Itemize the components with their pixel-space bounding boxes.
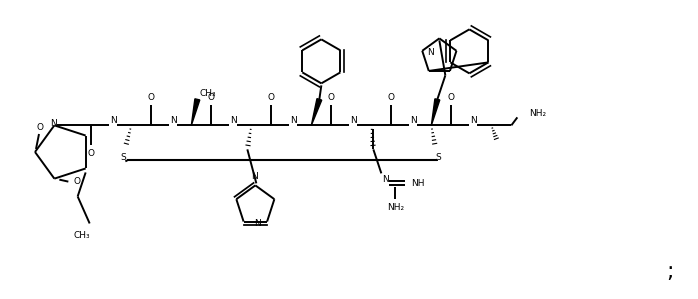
Text: O: O (36, 123, 43, 132)
Text: N: N (170, 116, 177, 125)
Text: S: S (436, 153, 441, 162)
Text: CH₃: CH₃ (73, 231, 90, 240)
Text: O: O (328, 93, 335, 102)
Text: N: N (230, 116, 237, 125)
Text: N: N (290, 116, 297, 125)
Text: S: S (121, 153, 126, 162)
Text: O: O (88, 149, 95, 158)
Text: NH₂: NH₂ (387, 203, 404, 212)
Polygon shape (191, 99, 200, 125)
Text: N: N (427, 48, 433, 57)
Text: N: N (254, 219, 260, 228)
Text: N: N (410, 116, 417, 125)
Text: O: O (388, 93, 395, 102)
Text: CH₃: CH₃ (199, 89, 216, 98)
Text: O: O (208, 93, 215, 102)
Text: O: O (448, 93, 455, 102)
Text: N: N (382, 175, 389, 184)
Polygon shape (431, 99, 440, 125)
Text: NH₂: NH₂ (529, 109, 547, 118)
Text: N: N (50, 119, 57, 128)
Text: N: N (470, 116, 477, 125)
Text: O: O (148, 93, 155, 102)
Text: NH: NH (411, 179, 425, 188)
Text: ;: ; (667, 262, 674, 282)
Text: O: O (268, 93, 275, 102)
Text: O: O (74, 177, 81, 186)
Text: N: N (110, 116, 117, 125)
Text: N: N (350, 116, 357, 125)
Text: N: N (251, 172, 258, 181)
Polygon shape (311, 99, 322, 125)
